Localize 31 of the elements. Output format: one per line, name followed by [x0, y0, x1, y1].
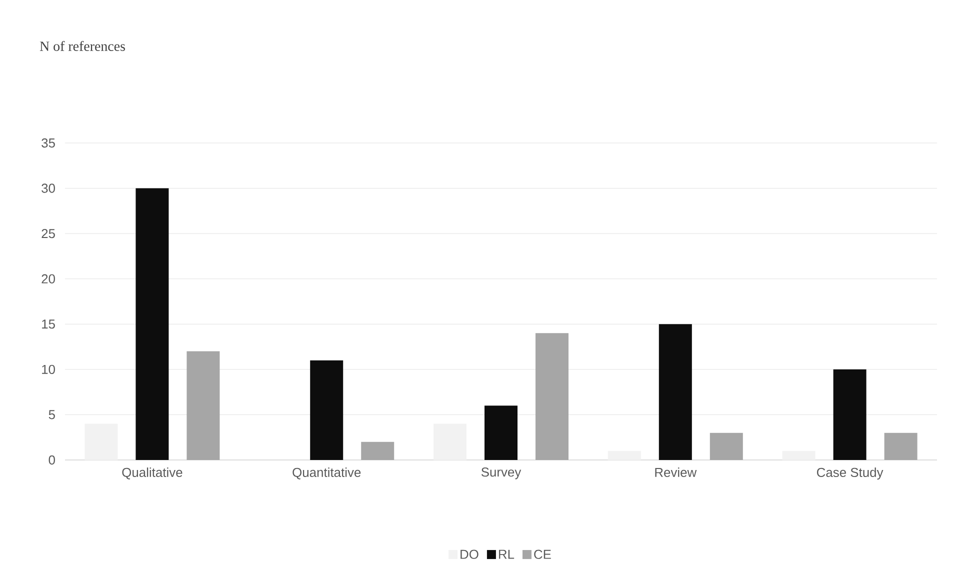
y-tick-label: 30 — [42, 184, 55, 193]
x-tick-label: Qualitative — [122, 468, 182, 480]
x-tick-label: Quantitative — [292, 468, 361, 480]
text: N of references — [40, 41, 125, 51]
bar — [136, 188, 169, 460]
x-tick-label: Survey — [481, 468, 522, 480]
bar — [608, 450, 641, 460]
bar — [782, 450, 816, 460]
y-tick-label: 0 — [48, 455, 55, 465]
x-tick-label: Review — [655, 468, 697, 478]
bar — [310, 360, 344, 460]
y-tick-label: 15 — [42, 320, 55, 329]
y-tick-label: 35 — [42, 138, 55, 148]
legend-label: RL — [499, 550, 514, 559]
bar — [484, 406, 518, 460]
bar — [84, 424, 118, 460]
bar — [361, 442, 394, 460]
bar — [186, 351, 220, 460]
bar — [710, 432, 743, 460]
bar — [434, 424, 467, 460]
legend-label: DO — [460, 550, 478, 559]
bar — [884, 432, 918, 460]
y-tick-label: 5 — [48, 410, 55, 420]
x-tick-label: Case Study — [816, 468, 884, 480]
bar — [658, 324, 692, 460]
legend-label: CE — [534, 550, 551, 559]
y-tick-label: 25 — [42, 228, 55, 238]
bar — [536, 333, 569, 460]
y-tick-label: 20 — [42, 274, 55, 284]
bar — [833, 369, 866, 460]
y-tick-label: 10 — [42, 364, 55, 374]
